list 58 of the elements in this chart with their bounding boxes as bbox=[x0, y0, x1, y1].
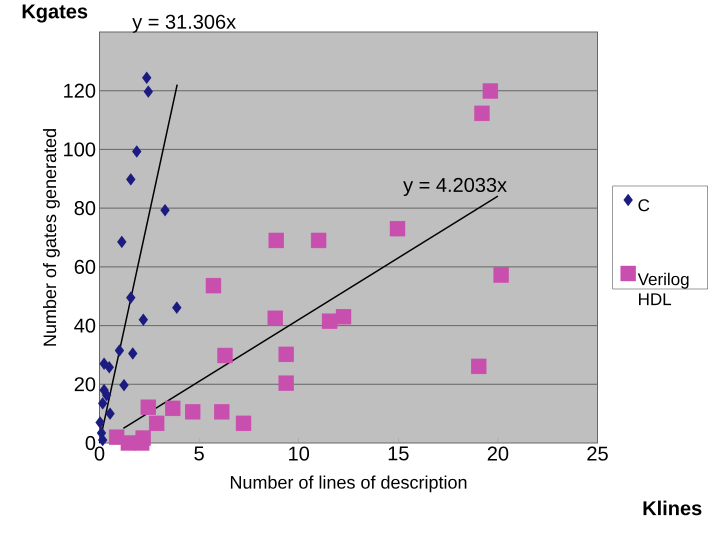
point bbox=[268, 232, 284, 248]
point bbox=[267, 310, 283, 326]
point bbox=[148, 416, 164, 432]
x-tick-label: 15 bbox=[388, 446, 409, 460]
y-tick-label: 40 bbox=[74, 318, 96, 333]
x-tick-label: 25 bbox=[587, 446, 608, 461]
point bbox=[471, 358, 486, 374]
point bbox=[185, 404, 200, 420]
point bbox=[119, 378, 129, 392]
point bbox=[138, 314, 148, 326]
point bbox=[114, 344, 124, 357]
point bbox=[105, 407, 115, 420]
point bbox=[144, 85, 154, 98]
point bbox=[217, 348, 233, 364]
y-tick-label: 120 bbox=[64, 84, 96, 98]
point bbox=[104, 361, 114, 374]
y-tick-label: 80 bbox=[74, 201, 96, 216]
point bbox=[165, 400, 181, 416]
annotation: y = 31.306x bbox=[132, 14, 236, 33]
point bbox=[493, 267, 509, 283]
y-axis-title: Number of gates generated bbox=[42, 129, 60, 346]
y-tick-label: 20 bbox=[74, 377, 96, 392]
x-axis-title: Number of lines of description bbox=[230, 476, 466, 492]
point bbox=[278, 346, 294, 362]
point bbox=[126, 291, 136, 304]
point bbox=[278, 375, 294, 391]
point bbox=[482, 83, 498, 99]
x-tick-label: 10 bbox=[289, 446, 310, 461]
point bbox=[474, 106, 490, 122]
point bbox=[206, 278, 222, 294]
point bbox=[160, 204, 170, 216]
y-tick-label: 60 bbox=[74, 260, 96, 274]
y-tick-label: 0 bbox=[86, 436, 96, 450]
point bbox=[214, 404, 230, 420]
point bbox=[117, 236, 127, 248]
point bbox=[142, 72, 152, 84]
point bbox=[140, 399, 156, 415]
point bbox=[390, 220, 406, 236]
point bbox=[135, 430, 151, 446]
x-tick-label: 20 bbox=[488, 446, 508, 461]
point bbox=[128, 347, 138, 360]
point bbox=[310, 232, 326, 248]
point bbox=[95, 416, 105, 429]
point bbox=[322, 313, 338, 329]
legend-label: C bbox=[638, 199, 650, 212]
point bbox=[336, 309, 352, 324]
point bbox=[98, 397, 108, 410]
x-tick-label: 5 bbox=[194, 446, 204, 460]
legend-label: Verilog HDL bbox=[638, 272, 689, 306]
annotation: y = 4.2033x bbox=[403, 178, 507, 196]
point bbox=[236, 416, 252, 432]
y-tick-label: 100 bbox=[64, 142, 96, 157]
text: Klines bbox=[644, 500, 702, 516]
point bbox=[132, 145, 142, 158]
point bbox=[126, 173, 136, 186]
text: Kgates bbox=[22, 4, 88, 22]
x-tick-label: 0 bbox=[94, 446, 104, 461]
point bbox=[172, 301, 182, 314]
